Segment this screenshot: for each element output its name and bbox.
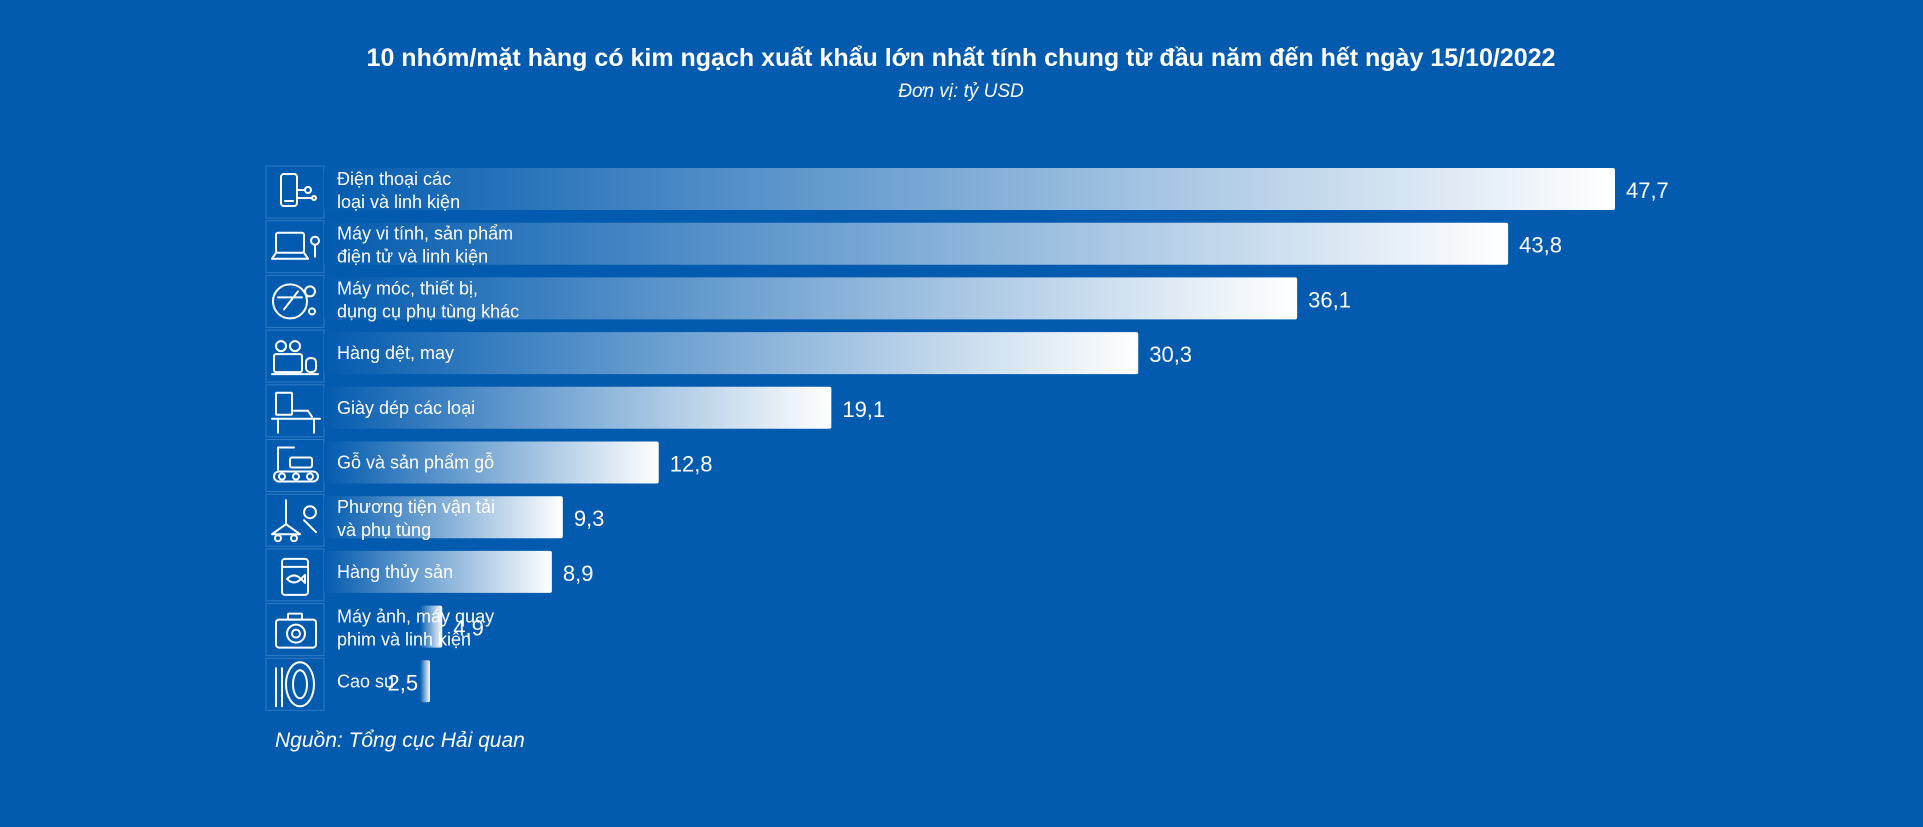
- tire-icon: [265, 657, 325, 711]
- bar: [324, 386, 832, 429]
- bar: [324, 277, 1298, 320]
- chart-subtitle: Đơn vị: tỷ USD: [898, 81, 1024, 102]
- bar: [324, 222, 1509, 265]
- category-label: Điện thoại các loại và linh kiện: [337, 169, 460, 212]
- category-label: Gỗ và sản phẩm gỗ: [337, 452, 494, 473]
- category-label: Phương tiện vận tải và phụ tùng: [337, 497, 495, 540]
- fish-can-icon: [265, 548, 325, 602]
- value-label: 30,3: [1149, 342, 1192, 367]
- value-label: 47,7: [1626, 178, 1669, 203]
- category-label: Hàng thủy sản: [337, 562, 453, 582]
- phone-icon: [265, 165, 325, 219]
- category-label: Máy móc, thiết bị, dụng cụ phụ tùng khác: [337, 278, 519, 321]
- category-label: Hàng dệt, may: [337, 343, 454, 363]
- value-label: 36,1: [1308, 287, 1351, 312]
- wood-conveyor-icon: [265, 439, 325, 492]
- category-label: Giày dép các loại: [337, 398, 475, 418]
- bar: [324, 441, 659, 484]
- source-note: Nguồn: Tổng cục Hải quan: [275, 729, 525, 752]
- bar: [324, 168, 1615, 210]
- shoe-machine-icon: [265, 384, 325, 438]
- category-label: Cao su: [337, 671, 394, 691]
- value-label: 9,3: [574, 506, 605, 531]
- bar: [420, 605, 443, 648]
- sewing-machine-icon: [265, 329, 325, 383]
- bars-layer: [324, 168, 1615, 703]
- value-label: 2,5: [388, 670, 419, 695]
- labels-layer: Điện thoại các loại và linh kiện 47,7 Máy v…: [337, 169, 1669, 695]
- value-label: 43,8: [1519, 233, 1562, 258]
- bar: [324, 496, 563, 539]
- camera-icon: [265, 603, 325, 657]
- value-label: 19,1: [842, 397, 885, 422]
- icons-layer: [265, 165, 325, 711]
- category-label: Máy vi tính, sản phẩm điện tử và linh kiệ…: [337, 224, 513, 267]
- chart-title: 10 nhóm/mặt hàng có kim ngạch xuất khẩu …: [367, 44, 1556, 72]
- category-label: Máy ảnh, máy quay phim và linh kiện: [337, 607, 494, 650]
- value-label: 8,9: [563, 561, 594, 586]
- bar: [420, 660, 430, 703]
- value-label: 12,8: [670, 452, 713, 477]
- crane-icon: [265, 493, 325, 547]
- machinery-icon: [265, 274, 325, 328]
- bar: [324, 332, 1139, 375]
- bar: [324, 550, 552, 593]
- laptop-icon: [265, 220, 325, 274]
- value-label: 4,9: [453, 616, 484, 641]
